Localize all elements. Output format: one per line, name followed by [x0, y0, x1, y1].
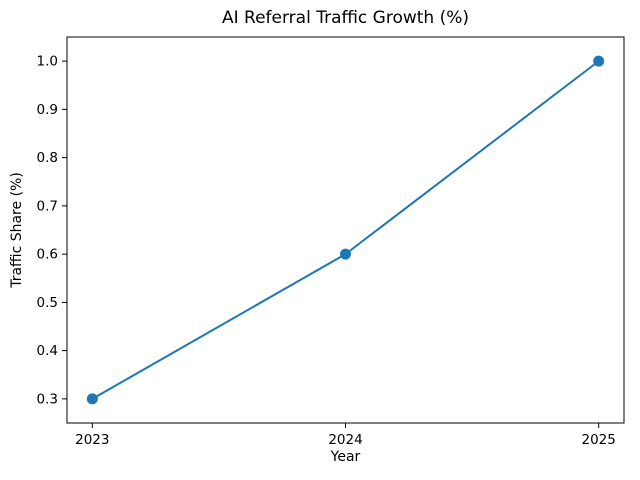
data-point	[340, 248, 351, 260]
data-point-markers	[86, 55, 605, 405]
y-tick-label: 0.6	[37, 247, 58, 263]
x-tick-label: 2025	[582, 432, 616, 448]
y-tick-label: 0.8	[37, 150, 58, 166]
y-axis-label: Traffic Share (%)	[9, 172, 25, 289]
data-point	[86, 393, 98, 405]
x-axis-ticks: 2023 2024 2025	[75, 423, 616, 448]
y-axis-ticks: 0.3 0.4 0.5 0.6 0.7 0.8 0.9 1.0	[37, 54, 67, 407]
axes-spines	[66, 36, 625, 424]
y-tick-label: 1.0	[37, 54, 58, 70]
data-point	[593, 55, 605, 67]
y-tick-label: 0.3	[37, 391, 58, 407]
chart-title: AI Referral Traffic Growth (%)	[222, 8, 469, 28]
y-tick-label: 0.5	[37, 295, 58, 311]
y-tick-label: 0.4	[37, 343, 58, 359]
y-tick-label: 0.7	[37, 198, 58, 214]
plot-background	[67, 37, 624, 423]
y-tick-label: 0.9	[37, 102, 58, 118]
x-tick-label: 2023	[75, 432, 109, 448]
x-tick-label: 2024	[328, 432, 362, 448]
x-axis-label: Year	[330, 449, 361, 465]
